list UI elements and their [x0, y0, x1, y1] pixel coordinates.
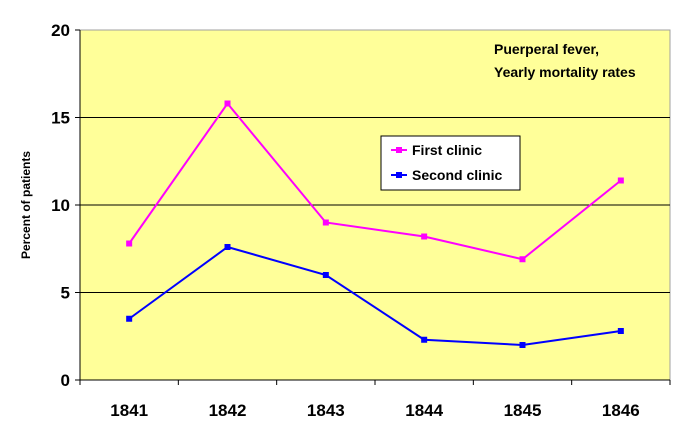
- x-tick-label: 1846: [602, 401, 640, 420]
- legend-label-first-clinic: First clinic: [412, 142, 482, 158]
- annotation-line-1: Puerperal fever,: [494, 41, 599, 57]
- y-axis-label: Percent of patients: [19, 151, 33, 259]
- x-tick-label: 1844: [405, 401, 443, 420]
- legend-marker-second-clinic: [396, 172, 402, 178]
- legend: First clinic Second clinic: [380, 135, 521, 191]
- x-tick-label: 1841: [110, 401, 148, 420]
- data-point: [126, 240, 133, 247]
- y-tick-label: 5: [61, 284, 70, 303]
- data-point: [617, 328, 624, 334]
- grid-lines: [80, 117, 670, 293]
- y-tick-label: 20: [51, 21, 70, 40]
- data-point: [224, 244, 231, 250]
- x-tick-label: 1842: [209, 401, 247, 420]
- data-point: [421, 336, 428, 343]
- x-tick-label: 1843: [307, 401, 345, 420]
- series-layer: [126, 100, 624, 348]
- legend-label-second-clinic: Second clinic: [412, 167, 502, 183]
- legend-box: [380, 135, 521, 191]
- annotation-line-2: Yearly mortality rates: [494, 64, 636, 80]
- data-point: [126, 315, 133, 322]
- data-point: [322, 219, 329, 226]
- series-line: [128, 101, 622, 261]
- y-tick-label: 10: [51, 196, 70, 215]
- y-tick-label: 0: [61, 371, 70, 390]
- y-tick-label: 15: [51, 109, 70, 128]
- legend-marker-first-clinic: [396, 147, 402, 153]
- data-point: [519, 256, 526, 263]
- data-point: [224, 100, 231, 107]
- x-axis: 1841 1842 1843 1844 1845 1846: [79, 379, 671, 420]
- x-tick-label: 1845: [504, 401, 542, 420]
- data-point: [322, 272, 329, 278]
- y-axis: 0 5 10 15 20: [51, 21, 81, 390]
- data-point: [519, 342, 526, 348]
- data-point: [421, 233, 428, 240]
- series-line: [128, 245, 621, 347]
- data-point: [617, 177, 624, 184]
